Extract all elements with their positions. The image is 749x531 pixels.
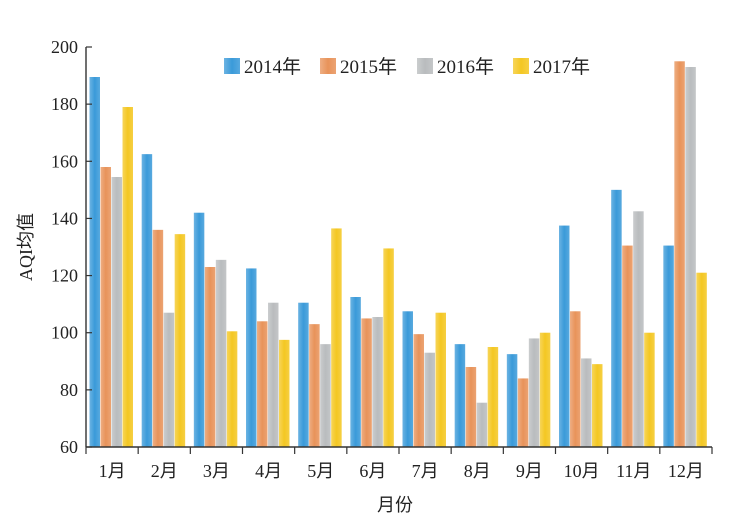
bar-2014年-7月 [402, 311, 413, 447]
legend-swatch-2014年 [224, 58, 240, 74]
bar-2015年-10月 [570, 311, 581, 447]
bar-2016年-7月 [424, 352, 435, 447]
bar-2017年-11月 [644, 332, 655, 447]
bar-2014年-9月 [506, 354, 518, 447]
bar-2017年-5月 [331, 228, 342, 447]
x-tick-label: 11月 [616, 461, 651, 481]
bar-2015年-3月 [204, 267, 216, 447]
bar-2017年-1月 [122, 107, 133, 447]
bar-2014年-4月 [246, 268, 257, 447]
legend-swatch-2015年 [320, 58, 336, 74]
bar-2017年-4月 [279, 339, 290, 447]
x-tick-label: 6月 [359, 461, 386, 481]
bar-2017年-9月 [539, 332, 551, 447]
bar-2014年-8月 [454, 344, 466, 447]
bar-2015年-11月 [622, 245, 633, 447]
y-tick-label: 80 [60, 380, 78, 400]
bar-2014年-12月 [663, 245, 674, 447]
bar-2015年-7月 [413, 334, 424, 447]
legend-label-2017年: 2017年 [533, 56, 590, 78]
x-axis-title: 月份 [377, 495, 413, 515]
y-tick-label: 60 [60, 437, 78, 457]
bar-2016年-9月 [528, 338, 540, 447]
legend: 2014年 2015年 2016年 2017年 [224, 56, 590, 78]
bar-2015年-1月 [100, 167, 111, 447]
legend-label-2016年: 2016年 [437, 56, 494, 78]
bar-2016年-6月 [372, 317, 383, 447]
bar-2015年-6月 [361, 318, 372, 447]
bar-2016年-2月 [163, 312, 175, 447]
bar-2016年-8月 [476, 402, 488, 447]
bar-2017年-10月 [592, 364, 603, 447]
bar-2017年-6月 [383, 248, 394, 447]
bar-2015年-5月 [309, 324, 320, 447]
bar-2016年-3月 [215, 259, 227, 447]
legend-label-2015年: 2015年 [340, 56, 397, 78]
bar-2014年-5月 [298, 302, 309, 447]
bar-2016年-12月 [685, 67, 696, 447]
bar-2017年-2月 [174, 234, 186, 447]
bar-2015年-12月 [674, 61, 685, 447]
bar-2015年-9月 [517, 378, 529, 447]
x-tick-label: 12月 [668, 461, 704, 481]
bar-2015年-2月 [152, 229, 164, 447]
y-axis-title: AQI均值 [16, 213, 36, 281]
legend-label-2014年: 2014年 [244, 56, 301, 78]
x-tick-label: 5月 [307, 461, 334, 481]
x-tick-label: 3月 [203, 461, 230, 481]
y-tick-label: 180 [51, 94, 78, 114]
x-tick-label: 9月 [516, 461, 543, 481]
bar-2015年-4月 [257, 321, 268, 447]
x-tick-label: 2月 [151, 461, 178, 481]
bar-2014年-2月 [141, 154, 153, 447]
bar-2017年-12月 [696, 272, 707, 447]
bar-2017年-3月 [226, 331, 238, 447]
y-tick-label: 120 [51, 266, 78, 286]
x-tick-label: 8月 [464, 461, 491, 481]
bar-2017年-7月 [435, 312, 446, 447]
bar-2016年-5月 [320, 344, 331, 447]
bar-2014年-1月 [89, 77, 100, 447]
bar-2017年-8月 [487, 347, 499, 447]
bar-2014年-10月 [559, 225, 570, 447]
y-tick-label: 160 [51, 151, 78, 171]
bars-group [89, 61, 707, 448]
bar-2016年-11月 [633, 211, 644, 447]
y-tick-label: 200 [51, 37, 78, 57]
bar-2016年-10月 [581, 358, 592, 447]
x-tick-label: 4月 [255, 461, 282, 481]
legend-swatch-2017年 [513, 58, 529, 74]
x-tick-label: 1月 [99, 461, 126, 481]
bar-2016年-1月 [111, 177, 122, 447]
bar-2016年-4月 [268, 302, 279, 447]
bar-2015年-8月 [465, 367, 477, 447]
y-tick-label: 140 [51, 208, 78, 228]
bar-2014年-11月 [611, 189, 622, 448]
x-tick-label: 7月 [412, 461, 439, 481]
bar-2014年-3月 [193, 212, 205, 447]
x-tick-label: 10月 [564, 461, 600, 481]
bar-2014年-6月 [350, 297, 361, 447]
legend-swatch-2016年 [417, 58, 433, 74]
y-tick-label: 100 [51, 323, 78, 343]
axes-group: 60 80 100 120 140 160 180 200 1月 2月 3月 4月 5月 6月 7月 8月 9月… [51, 37, 713, 481]
